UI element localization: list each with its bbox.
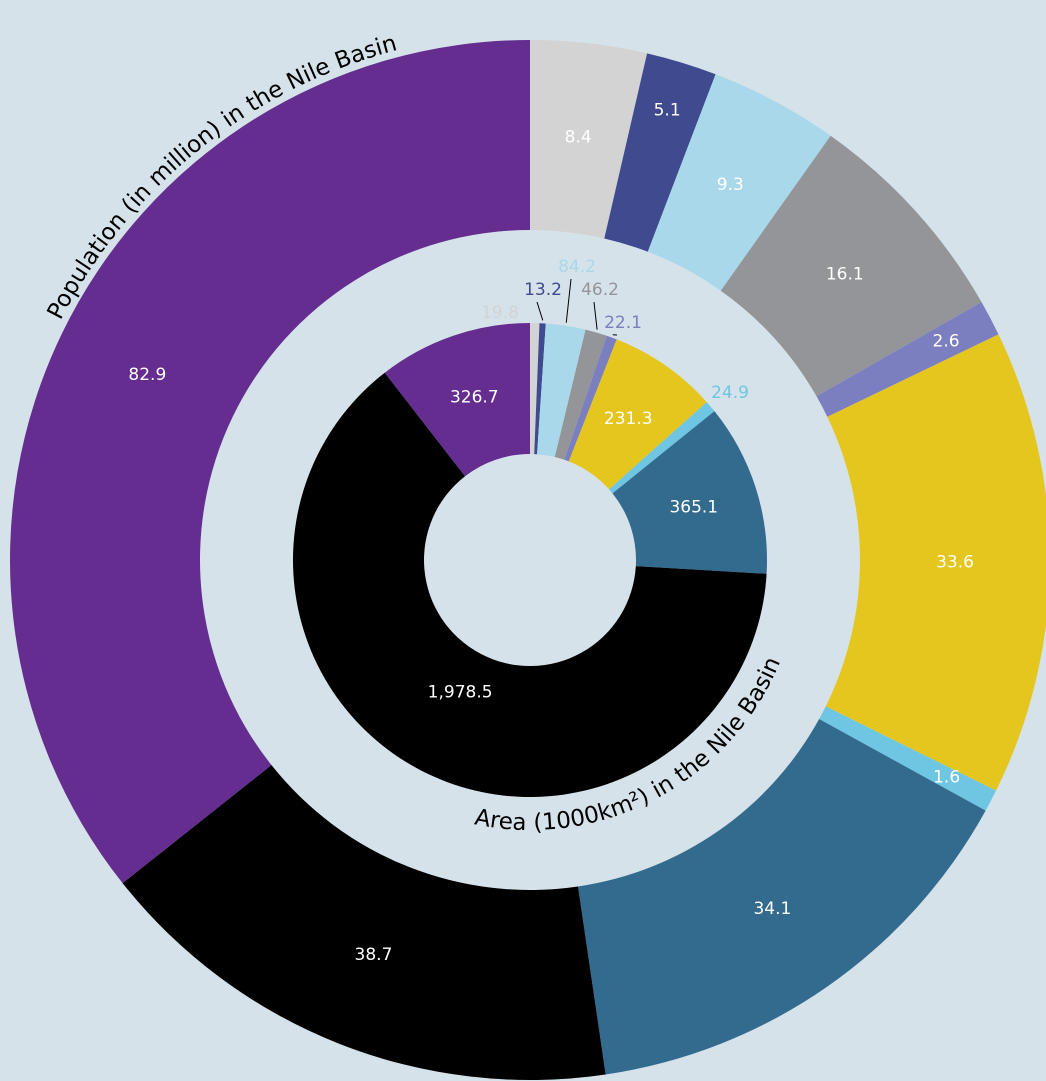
outer-slice <box>604 53 716 252</box>
outer-label: 82.9 <box>128 365 166 385</box>
outer-slice <box>10 40 531 884</box>
inner-slice <box>612 411 767 574</box>
inner-slice <box>554 329 607 460</box>
outer-slice <box>816 302 999 417</box>
inner-slice <box>384 323 530 477</box>
outer-label: 38.7 <box>355 945 393 965</box>
inner-slice <box>534 323 546 455</box>
leader-line <box>593 301 598 330</box>
outer-label: 33.6 <box>936 552 974 572</box>
outer-label: 16.1 <box>826 264 864 284</box>
outer-label: 2.6 <box>933 331 960 351</box>
outer-slice <box>825 334 1046 791</box>
inner-label: 231.3 <box>604 409 653 429</box>
inner-label: 19.8 <box>481 303 519 323</box>
leader-line <box>565 278 572 323</box>
inner-slice <box>609 402 715 494</box>
outer-label: 1.6 <box>933 768 960 788</box>
outer-slice <box>122 765 606 1080</box>
inner-slice <box>568 339 707 490</box>
inner-label: 13.2 <box>524 280 562 300</box>
inner-slice <box>292 372 767 798</box>
inner-label: 326.7 <box>450 387 499 407</box>
inner-slice <box>530 323 540 455</box>
outer-label: 34.1 <box>753 899 791 919</box>
outer-slice <box>647 74 831 291</box>
inner-label: 84.2 <box>558 257 596 277</box>
outer-label: 5.1 <box>654 100 681 120</box>
outer-slice <box>578 719 986 1075</box>
inner-label: 24.9 <box>711 383 749 403</box>
inner-label: 365.1 <box>669 497 718 517</box>
outer-label: 9.3 <box>717 175 744 195</box>
inner-slice <box>564 335 617 462</box>
inner-label: 22.1 <box>604 313 642 333</box>
leader-line <box>536 301 544 321</box>
inner-label: 46.2 <box>581 280 619 300</box>
outer-slice <box>819 706 997 811</box>
inner-slice <box>537 323 586 457</box>
outer-slice <box>530 40 648 239</box>
inner-label: 1,978.5 <box>428 683 493 703</box>
outer-label: 8.4 <box>565 128 592 148</box>
outer-slice <box>720 135 982 397</box>
